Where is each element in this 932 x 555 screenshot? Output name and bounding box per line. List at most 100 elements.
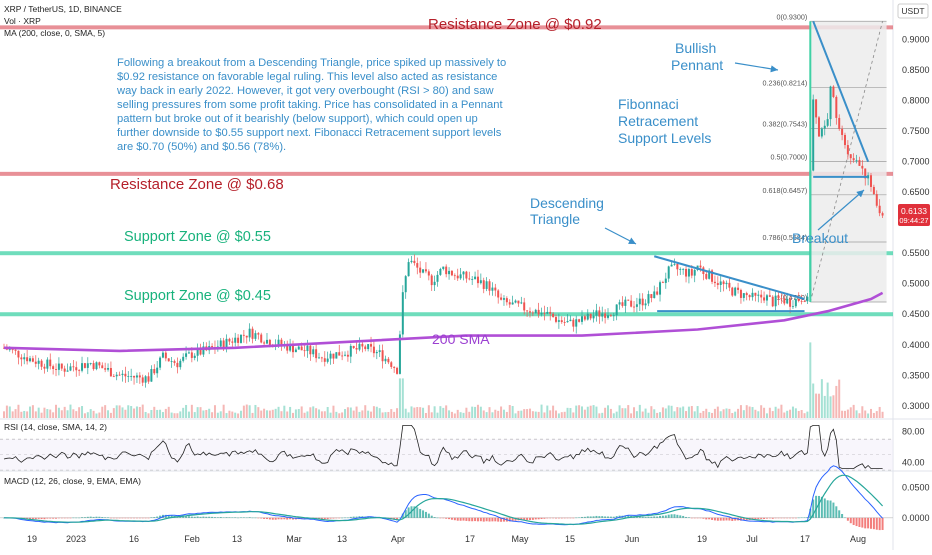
- volume-bar-109: [318, 409, 321, 418]
- volume-bar-218: [633, 407, 636, 418]
- macd-hist-28: [83, 517, 86, 518]
- volume-bar-170: [494, 409, 497, 418]
- candle-body-228: [661, 282, 664, 284]
- candle-body-130: [378, 350, 381, 353]
- candle-body-173: [502, 298, 505, 300]
- macd-hist-75: [219, 516, 222, 518]
- volume-bar-123: [358, 411, 361, 418]
- volume-bar-168: [488, 407, 491, 418]
- macd-hist-265: [768, 517, 771, 519]
- rsi-tick-0: 80.00: [902, 427, 925, 437]
- candle-body-51: [150, 369, 153, 382]
- candle-body-148: [430, 275, 433, 286]
- macd-hist-255: [739, 517, 742, 521]
- macd-hist-70: [205, 516, 208, 518]
- volume-bar-53: [156, 409, 159, 418]
- macd-hist-279: [809, 508, 812, 518]
- candle-body-249: [722, 281, 725, 285]
- volume-bar-29: [86, 412, 89, 418]
- macd-hist-47: [138, 517, 141, 519]
- candle-body-194: [563, 322, 566, 323]
- paragraph-line-3: way back in early 2022. However, it got …: [116, 85, 494, 97]
- volume-bar-300: [870, 408, 872, 418]
- macd-hist-286: [829, 500, 832, 518]
- candle-body-122: [355, 348, 358, 350]
- candle-body-128: [372, 346, 375, 354]
- fib-support-label-1: Fibonnaci: [618, 96, 679, 112]
- candle-body-290: [841, 128, 844, 135]
- candle-body-195: [566, 321, 569, 323]
- candle-body-223: [647, 294, 650, 304]
- macd-hist-242: [702, 517, 705, 519]
- macd-hist-137: [398, 517, 401, 519]
- rsi-legend[interactable]: RSI (14, close, SMA, 14, 2): [4, 422, 107, 432]
- volume-bar-222: [644, 408, 647, 418]
- volume-bar-157: [456, 409, 459, 418]
- candle-body-68: [199, 348, 202, 355]
- macd-hist-23: [69, 517, 72, 519]
- bullish-pennant-label-1: Bullish: [675, 40, 716, 56]
- currency-box[interactable]: [897, 3, 929, 19]
- volume-bar-120: [349, 407, 352, 418]
- candle-body-24: [72, 366, 75, 368]
- volume-bar-35: [104, 405, 107, 418]
- volume-bar-256: [742, 410, 745, 418]
- candle-body-177: [514, 300, 517, 303]
- volume-bar-252: [731, 413, 734, 418]
- candle-body-23: [69, 366, 72, 371]
- volume-bar-104: [303, 412, 306, 418]
- macd-hist-151: [439, 517, 442, 519]
- volume-bar-273: [791, 406, 794, 418]
- volume-bar-28: [83, 413, 86, 418]
- paragraph-line-7: are $0.70 (50%) and $0.56 (78%).: [117, 141, 286, 153]
- candle-body-90: [263, 342, 266, 344]
- candle-body-106: [309, 345, 312, 355]
- volume-bar-192: [557, 413, 560, 418]
- candle-body-57: [167, 358, 170, 362]
- symbol-legend[interactable]: XRP / TetherUS, 1D, BINANCE: [4, 4, 122, 14]
- volume-bar-30: [89, 409, 92, 418]
- candle-body-35: [104, 368, 107, 370]
- candle-body-142: [413, 260, 416, 264]
- candle-body-158: [459, 274, 462, 279]
- macd-hist-123: [358, 516, 361, 518]
- candle-body-198: [575, 319, 578, 327]
- candle-body-66: [193, 355, 196, 358]
- volume-bar-33: [98, 412, 101, 418]
- candle-body-91: [265, 339, 268, 344]
- macd-hist-150: [436, 517, 439, 519]
- candle-body-270: [783, 298, 786, 304]
- volume-bar-18: [55, 404, 58, 418]
- candle-body-31: [92, 363, 95, 370]
- volume-bar-251: [728, 408, 731, 418]
- macd-signal-line: [4, 474, 884, 525]
- candle-body-95: [277, 339, 280, 346]
- candle-body-2: [8, 349, 11, 351]
- volume-bar-102: [297, 409, 300, 418]
- macd-hist-100: [292, 517, 294, 520]
- price-tick-6: 0.5500: [902, 248, 930, 258]
- volume-bar-141: [410, 406, 413, 418]
- macd-hist-92: [268, 517, 271, 520]
- macd-legend[interactable]: MACD (12, 26, close, 9, EMA, EMA): [4, 476, 141, 486]
- volume-bar-20: [60, 410, 63, 418]
- macd-hist-198: [575, 517, 578, 519]
- macd-hist-278: [806, 517, 809, 518]
- volume-bar-119: [346, 407, 349, 418]
- macd-hist-197: [572, 517, 575, 519]
- macd-hist-81: [237, 517, 240, 519]
- volume-bar-233: [676, 407, 679, 418]
- volume-bar-183: [531, 411, 534, 418]
- macd-hist-99: [289, 517, 292, 520]
- volume-bar-177: [514, 413, 517, 418]
- macd-hist-175: [508, 517, 511, 522]
- volume-legend[interactable]: Vol · XRP: [4, 16, 41, 26]
- candle-body-136: [396, 367, 399, 374]
- volume-bar-163: [474, 406, 477, 418]
- ma-legend[interactable]: MA (200, close, 0, SMA, 5): [4, 28, 105, 38]
- candle-body-302: [875, 194, 878, 206]
- candle-body-143: [416, 263, 419, 268]
- volume-bar-110: [320, 411, 323, 418]
- volume-bar-267: [774, 406, 777, 418]
